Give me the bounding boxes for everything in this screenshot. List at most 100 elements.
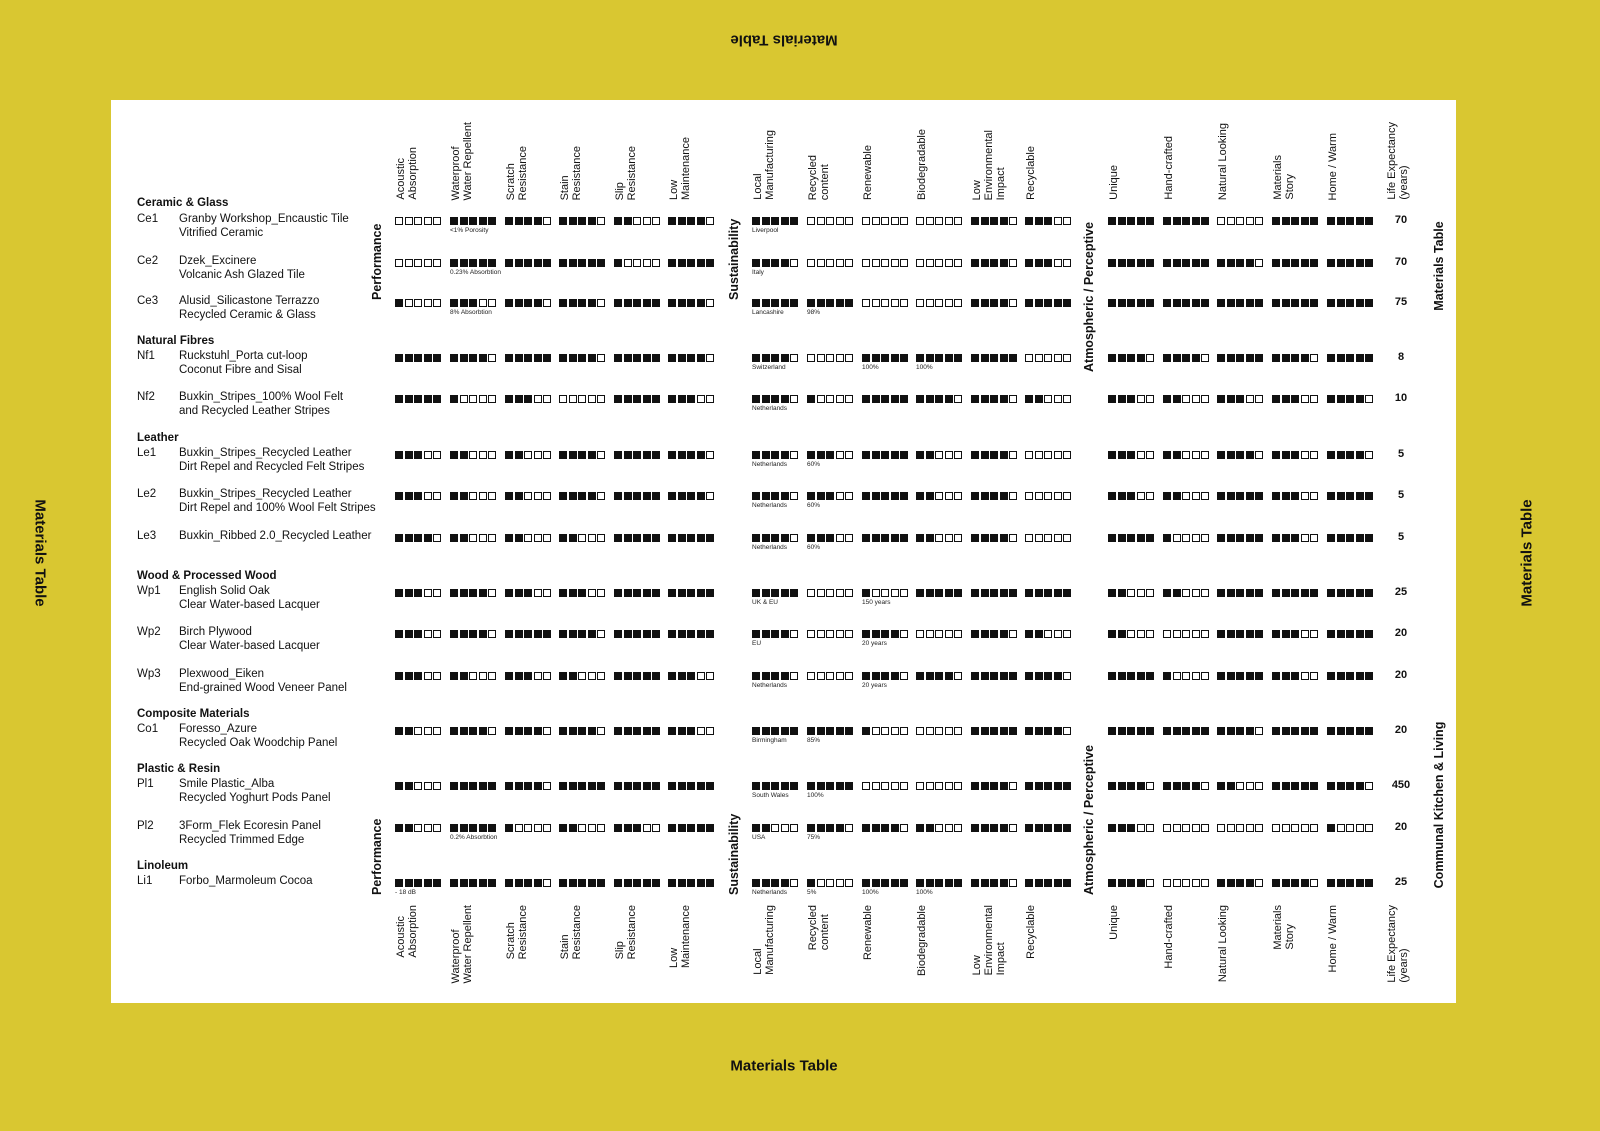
filled-square-icon xyxy=(459,451,468,459)
filled-square-icon xyxy=(505,727,513,735)
rating-15 xyxy=(1272,727,1319,735)
filled-square-icon xyxy=(1063,824,1072,832)
filled-square-icon xyxy=(652,630,661,638)
filled-square-icon xyxy=(623,395,632,403)
filled-square-icon xyxy=(990,354,999,362)
rating-5 xyxy=(668,727,715,735)
rating-6 xyxy=(752,354,799,362)
empty-square-icon xyxy=(845,672,854,680)
filled-square-icon xyxy=(980,492,989,500)
empty-square-icon xyxy=(935,782,944,790)
rating-13 xyxy=(1163,630,1210,638)
filled-square-icon xyxy=(1291,492,1300,500)
empty-square-icon xyxy=(1365,395,1374,403)
filled-square-icon xyxy=(900,395,909,403)
filled-square-icon xyxy=(761,630,770,638)
filled-square-icon xyxy=(1182,299,1191,307)
filled-square-icon xyxy=(559,782,567,790)
empty-square-icon xyxy=(780,824,789,832)
column-header-bottom: Biodegradable xyxy=(916,905,928,976)
rating-6 xyxy=(752,879,799,887)
rating-3 xyxy=(559,354,606,362)
filled-square-icon xyxy=(524,299,533,307)
material-name: Foresso_Azure Recycled Oak Woodchip Pane… xyxy=(179,723,338,749)
column-header-bottom: Low Environmental Impact xyxy=(971,905,1007,976)
filled-square-icon xyxy=(469,589,478,597)
filled-square-icon xyxy=(668,217,676,225)
empty-square-icon xyxy=(816,395,825,403)
empty-square-icon xyxy=(1053,534,1062,542)
empty-square-icon xyxy=(826,630,835,638)
filled-square-icon xyxy=(890,492,899,500)
filled-square-icon xyxy=(568,492,577,500)
filled-square-icon xyxy=(696,824,705,832)
empty-square-icon xyxy=(954,299,963,307)
empty-square-icon xyxy=(488,630,497,638)
rating-1 xyxy=(450,879,497,887)
filled-square-icon xyxy=(587,630,596,638)
empty-square-icon xyxy=(1063,354,1072,362)
filled-square-icon xyxy=(826,782,835,790)
filled-square-icon xyxy=(459,299,468,307)
rating-15 xyxy=(1272,299,1319,307)
filled-square-icon xyxy=(1272,217,1280,225)
empty-square-icon xyxy=(433,727,442,735)
empty-square-icon xyxy=(944,534,953,542)
column-header-bottom: Acoustic Absorption xyxy=(395,905,419,958)
empty-square-icon xyxy=(533,395,542,403)
filled-square-icon xyxy=(1365,727,1374,735)
filled-square-icon xyxy=(395,589,403,597)
material-name: Dzek_Excinere Volcanic Ash Glazed Tile xyxy=(179,255,305,281)
filled-square-icon xyxy=(696,217,705,225)
empty-square-icon xyxy=(1300,534,1309,542)
empty-square-icon xyxy=(826,217,835,225)
filled-square-icon xyxy=(1025,630,1033,638)
empty-square-icon xyxy=(1245,217,1254,225)
filled-square-icon xyxy=(642,354,651,362)
rating-16 xyxy=(1327,672,1374,680)
filled-square-icon xyxy=(488,824,497,832)
filled-square-icon xyxy=(623,299,632,307)
filled-square-icon xyxy=(1201,727,1210,735)
rating-15 xyxy=(1272,589,1319,597)
filled-square-icon xyxy=(1108,534,1116,542)
empty-square-icon xyxy=(414,782,423,790)
rating-6 xyxy=(752,217,799,225)
filled-square-icon xyxy=(1127,395,1136,403)
empty-square-icon xyxy=(433,259,442,267)
filled-square-icon xyxy=(404,354,413,362)
empty-square-icon xyxy=(543,299,552,307)
filled-square-icon xyxy=(1009,354,1018,362)
empty-square-icon xyxy=(1163,879,1171,887)
filled-square-icon xyxy=(1127,259,1136,267)
rating-12 xyxy=(1108,492,1155,500)
rating-2 xyxy=(505,879,552,887)
rating-8 xyxy=(862,299,909,307)
filled-square-icon xyxy=(1217,630,1225,638)
filled-square-icon xyxy=(900,451,909,459)
filled-square-icon xyxy=(642,672,651,680)
filled-square-icon xyxy=(1346,879,1355,887)
rating-2 xyxy=(505,672,552,680)
rating-10 xyxy=(971,672,1018,680)
filled-square-icon xyxy=(1034,259,1043,267)
filled-square-icon xyxy=(433,395,442,403)
filled-square-icon xyxy=(543,630,552,638)
filled-square-icon xyxy=(505,589,513,597)
filled-square-icon xyxy=(1236,354,1245,362)
filled-square-icon xyxy=(524,217,533,225)
filled-square-icon xyxy=(999,589,1008,597)
empty-square-icon xyxy=(1044,451,1053,459)
filled-square-icon xyxy=(1300,299,1309,307)
filled-square-icon xyxy=(423,534,432,542)
filled-square-icon xyxy=(568,879,577,887)
filled-square-icon xyxy=(971,492,979,500)
filled-square-icon xyxy=(1226,782,1235,790)
empty-square-icon xyxy=(1172,672,1181,680)
filled-square-icon xyxy=(1355,879,1364,887)
filled-square-icon xyxy=(1300,217,1309,225)
empty-square-icon xyxy=(1255,879,1264,887)
filled-square-icon xyxy=(761,395,770,403)
empty-square-icon xyxy=(578,824,587,832)
empty-square-icon xyxy=(890,299,899,307)
